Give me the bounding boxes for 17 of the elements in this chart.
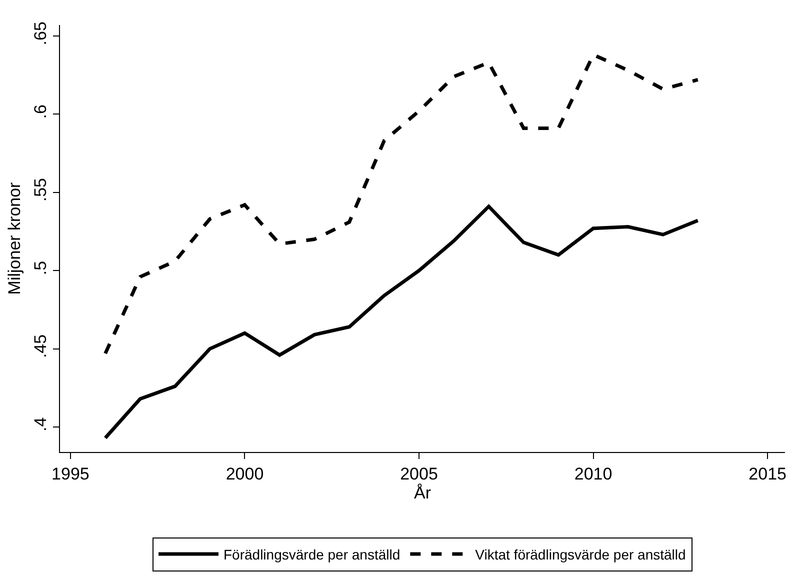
- y-tick-label: .55: [31, 178, 50, 202]
- x-tick-label: 2000: [226, 464, 264, 484]
- line-series: [104, 204, 700, 440]
- y-tick-label: .45: [31, 334, 50, 358]
- x-tick-label: 2005: [400, 464, 438, 484]
- y-tick-label: .6: [31, 104, 50, 119]
- y-tick-label: .65: [31, 22, 50, 46]
- x-tick-label: 2010: [574, 464, 612, 484]
- y-tick-label: .5: [31, 260, 50, 276]
- x-tick-label: 2015: [748, 464, 786, 484]
- line-series: [104, 52, 700, 356]
- x-tick-label: 1995: [52, 464, 90, 484]
- x-axis-title: År: [414, 483, 432, 502]
- y-tick-label: .4: [31, 417, 50, 432]
- legend-label: Förädlingsvärde per anställd: [224, 546, 400, 562]
- y-axis-title: Miljoner kronor: [4, 182, 24, 295]
- legend-label: Viktat förädlingsvärde per anställd: [475, 546, 686, 562]
